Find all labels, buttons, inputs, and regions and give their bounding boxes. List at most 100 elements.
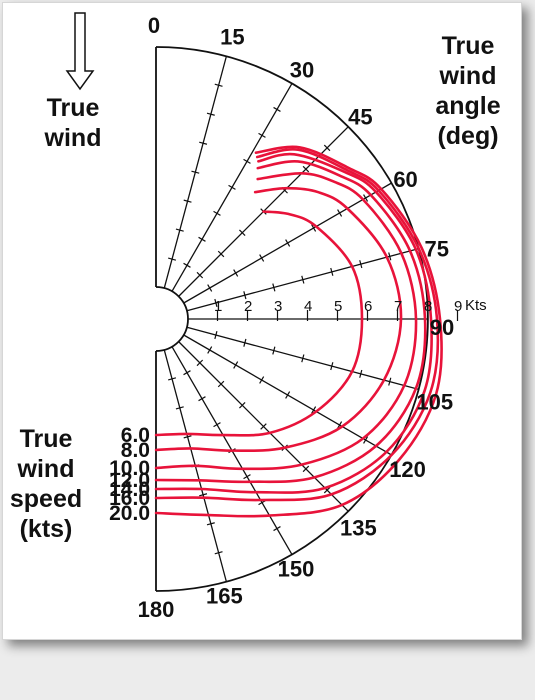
- angle-axis-label: True wind angle (deg): [435, 32, 501, 150]
- speed-label-20.0: 20.0: [109, 502, 150, 525]
- spoke-tick: [213, 210, 221, 216]
- spoke-tick: [388, 252, 392, 261]
- spoke-tick: [363, 194, 369, 202]
- spoke-tick: [330, 362, 334, 371]
- spoke-tick: [260, 423, 267, 430]
- spoke-tick: [323, 144, 331, 152]
- radial-tick-label: 4: [304, 298, 312, 315]
- spoke-tick: [214, 298, 218, 307]
- radial-tick-label: 9: [454, 298, 462, 315]
- spoke-tick: [311, 406, 317, 414]
- speed-curve-8.0: [154, 186, 403, 453]
- spoke-tick: [183, 370, 191, 376]
- spoke-tick: [243, 474, 251, 480]
- chart-frame: True wind True wind angle (deg) True win…: [2, 2, 522, 640]
- spoke-tick: [168, 257, 177, 261]
- angle-label-30: 30: [290, 57, 314, 82]
- spoke-tick: [258, 132, 266, 138]
- spoke-tick: [243, 291, 247, 300]
- spoke-tick: [217, 380, 225, 388]
- spoke-tick: [301, 354, 305, 363]
- spoke-tick: [285, 239, 291, 247]
- radial-tick-label: 1: [214, 298, 222, 315]
- spoke-tick: [363, 436, 369, 444]
- spoke-tick: [206, 112, 215, 116]
- spoke-tick: [337, 209, 343, 217]
- speed-curve-12.0: [154, 160, 427, 484]
- spoke-tick: [259, 376, 265, 384]
- spoke-tick: [213, 422, 221, 428]
- spoke-tick: [175, 406, 184, 410]
- angle-label-15: 15: [220, 24, 244, 49]
- spoke-tick: [233, 269, 239, 277]
- spoke-tick: [243, 338, 247, 347]
- spoke-tick: [285, 391, 291, 399]
- spoke-tick: [259, 254, 265, 262]
- speed-label-12.0: 12.0: [109, 469, 150, 492]
- angle-label-105: 105: [416, 389, 453, 414]
- spoke-tick: [239, 402, 246, 409]
- spoke-tick: [214, 83, 223, 87]
- spoke-tick: [233, 361, 239, 369]
- radial-tick-label: 8: [424, 298, 432, 315]
- radial-tick-label: 7: [394, 298, 402, 315]
- true-wind-label: True wind: [44, 94, 102, 152]
- spoke-tick: [258, 500, 266, 506]
- speed-curve-6.0: [154, 210, 364, 437]
- spoke-tick: [323, 486, 331, 494]
- radial-tick-label: 5: [334, 298, 342, 315]
- spoke-tick: [272, 283, 276, 292]
- speed-curve-16.0: [154, 148, 440, 502]
- spoke-tick: [214, 551, 223, 555]
- spoke-tick: [228, 184, 236, 190]
- angle-label-180: 180: [138, 597, 175, 622]
- speed-curves: [154, 145, 443, 518]
- spoke-tick: [330, 267, 334, 276]
- radial-tick-label: 2: [244, 298, 252, 315]
- spoke-tick: [272, 346, 276, 355]
- spoke-tick: [388, 377, 392, 386]
- speed-label-14.0: 14.0: [109, 478, 150, 501]
- spoke-tick: [183, 435, 192, 439]
- speed-label-6.0: 6.0: [121, 424, 150, 447]
- down-arrow-icon: [65, 12, 95, 91]
- spoke-tick: [239, 229, 246, 236]
- angle-label-0: 0: [148, 13, 160, 38]
- spoke-tick: [191, 170, 200, 174]
- spoke-tick: [217, 250, 225, 258]
- radial-tick-label: 6: [364, 298, 372, 315]
- angle-label-45: 45: [348, 105, 372, 130]
- hub-arc: [155, 286, 189, 352]
- spoke-tick: [337, 421, 343, 429]
- spoke-tick: [273, 106, 281, 112]
- spoke-tick: [301, 275, 305, 284]
- spoke-tick: [311, 224, 317, 232]
- spoke-tick: [168, 377, 177, 381]
- speed-curve-10.0: [154, 172, 418, 471]
- kts-unit-label: Kts: [465, 297, 487, 314]
- angle-label-60: 60: [393, 167, 417, 192]
- spoke-tick: [273, 526, 281, 532]
- spoke-tick: [207, 346, 213, 354]
- spoke-tick: [302, 165, 310, 173]
- angle-label-150: 150: [278, 557, 315, 582]
- polar-grid: [155, 46, 429, 592]
- speed-axis-label: True wind speed (kts): [9, 425, 83, 543]
- spoke-tick: [198, 396, 206, 402]
- angle-label-120: 120: [389, 457, 426, 482]
- speed-label-16.0: 16.0: [109, 487, 150, 510]
- spoke-tick: [196, 359, 204, 367]
- angle-label-135: 135: [340, 515, 377, 540]
- spoke-tick: [359, 260, 363, 269]
- spoke-tick: [302, 465, 310, 473]
- spoke-tick: [206, 522, 215, 526]
- spoke-tick: [183, 262, 191, 268]
- spoke-tick: [198, 236, 206, 242]
- angle-label-75: 75: [424, 237, 448, 262]
- spoke-tick: [207, 284, 213, 292]
- spoke-tick: [243, 158, 251, 164]
- spoke-tick: [199, 141, 208, 145]
- spoke-tick: [199, 493, 208, 497]
